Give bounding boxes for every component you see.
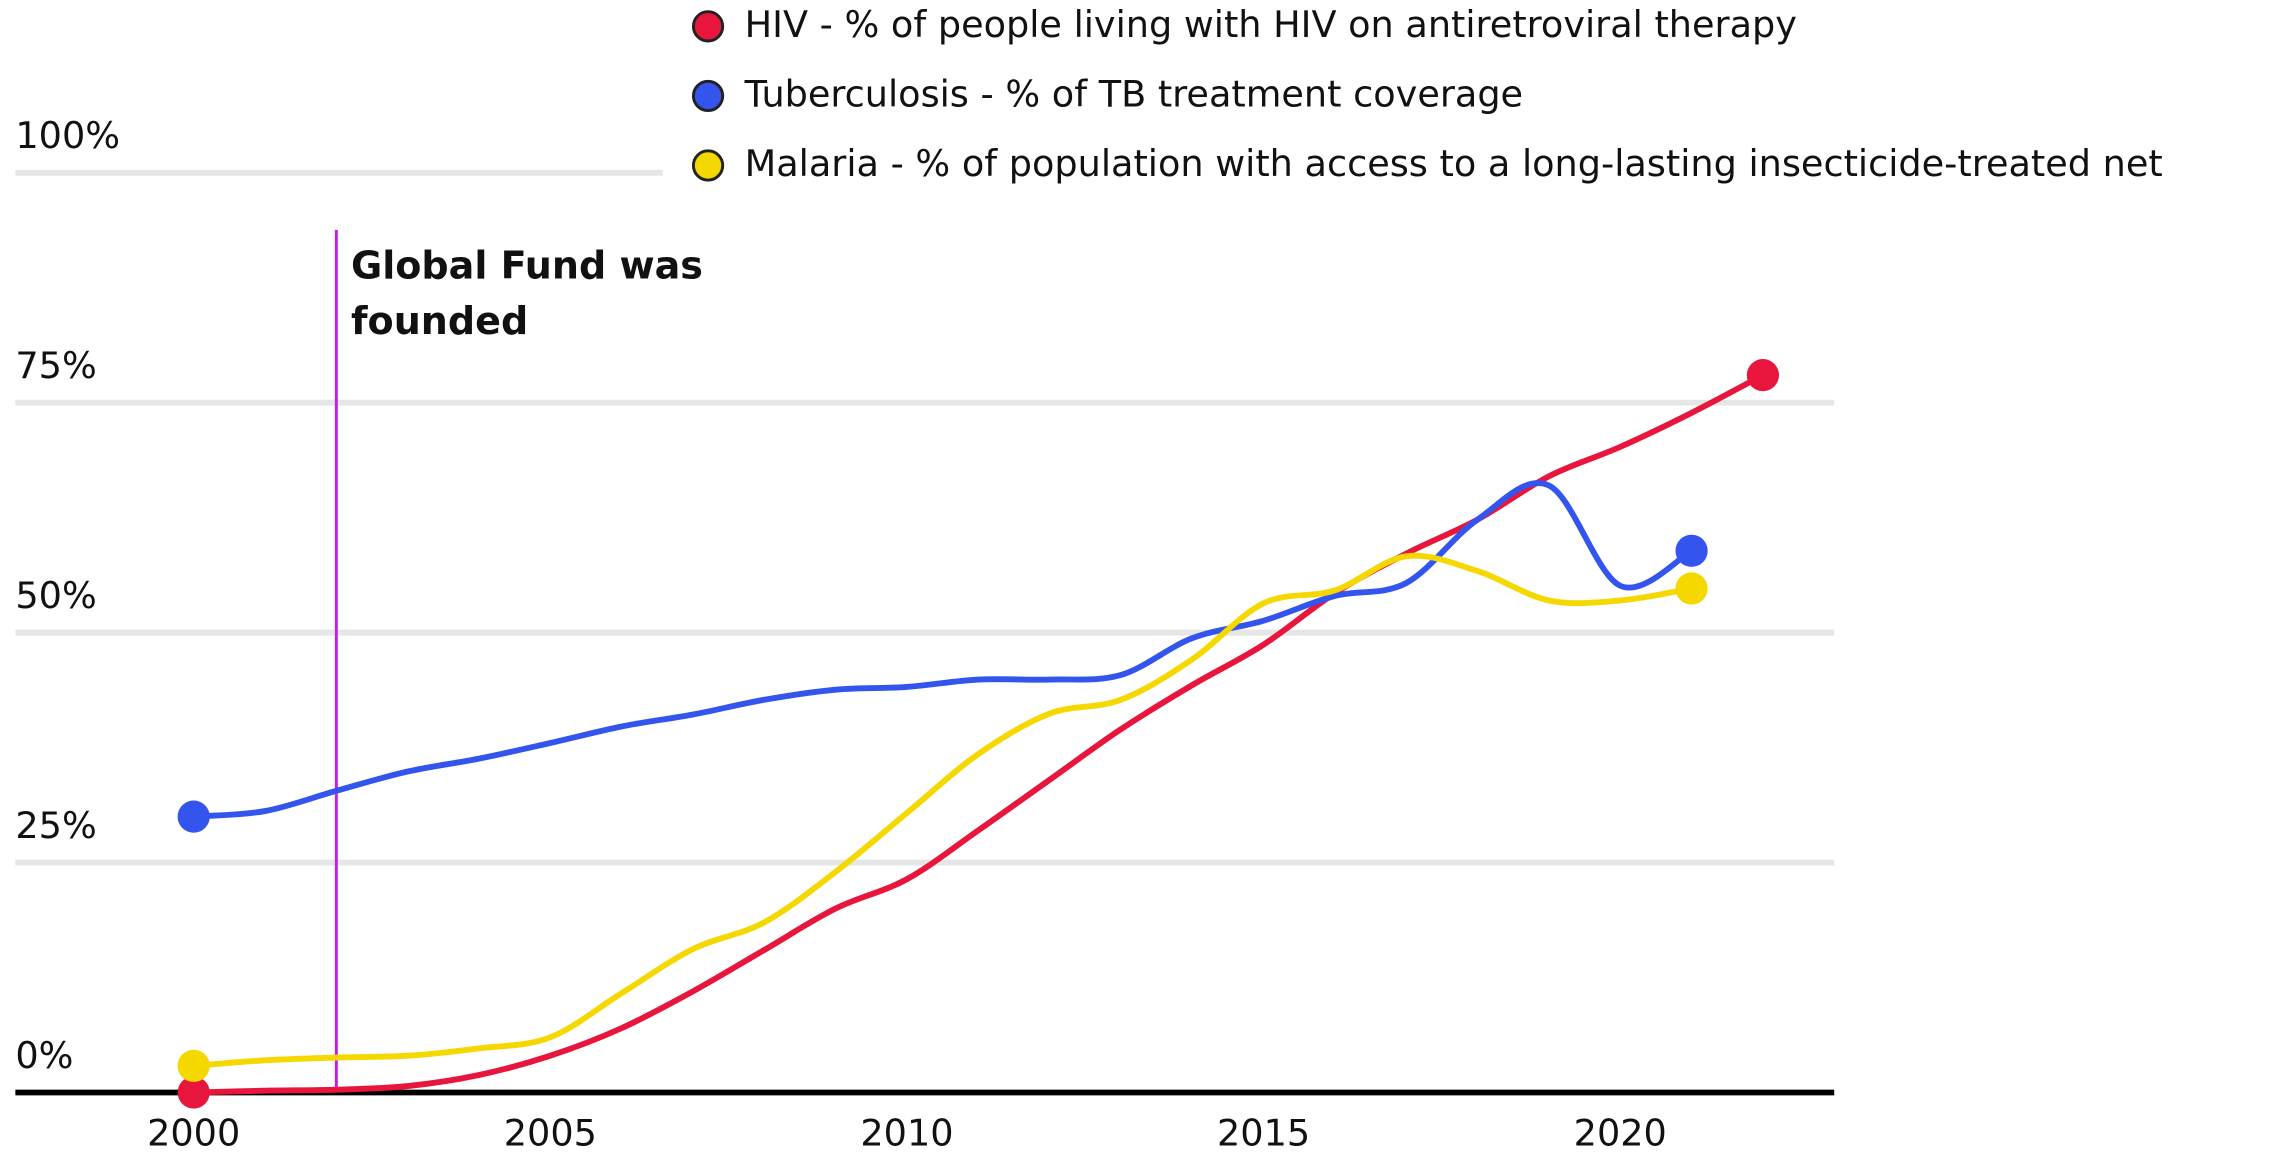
annotation-text: founded [351, 299, 528, 343]
y-tick-label: 75% [15, 344, 96, 387]
end-point [177, 1076, 210, 1109]
end-point [177, 800, 210, 833]
legend-label: Malaria - % of population with access to… [745, 142, 2163, 185]
series-line [193, 552, 1693, 1069]
annotation-text: Global Fund was [351, 243, 703, 287]
y-tick-label: 0% [15, 1034, 73, 1077]
y-tick-label: 100% [15, 114, 120, 157]
x-tick-label: 2020 [1574, 1111, 1667, 1154]
end-point [177, 1049, 210, 1082]
y-tick-label: 25% [15, 804, 96, 847]
legend-label: Tuberculosis - % of TB treatment coverag… [744, 72, 1523, 115]
end-point [1675, 572, 1708, 605]
end-point [1746, 359, 1780, 392]
x-tick-label: 2005 [504, 1111, 597, 1154]
legend-swatch [691, 10, 725, 43]
legend-swatch [691, 149, 725, 182]
legend-label: HIV - % of people living with HIV on ant… [745, 3, 1797, 46]
x-tick-label: 2000 [147, 1111, 240, 1154]
legend-swatch [691, 79, 725, 113]
x-tick-label: 2015 [1217, 1111, 1310, 1154]
end-point [1675, 534, 1708, 567]
y-tick-label: 50% [15, 574, 96, 617]
x-tick-label: 2010 [860, 1111, 953, 1154]
series-line [193, 480, 1694, 820]
